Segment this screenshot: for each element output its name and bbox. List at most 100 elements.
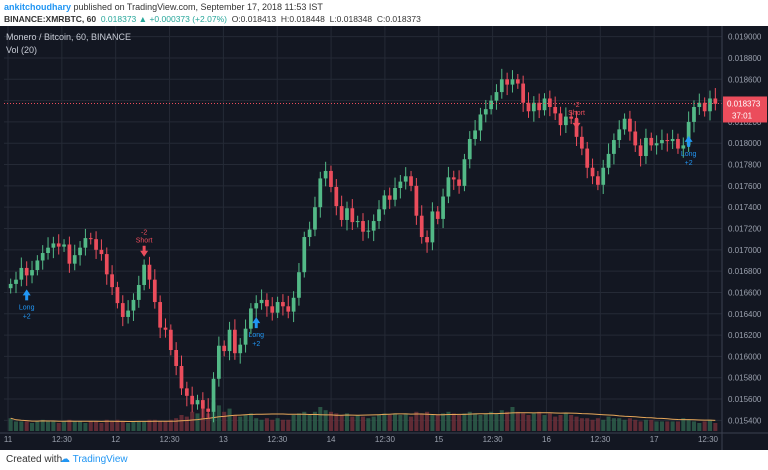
candle-body [131,299,136,311]
price-axis[interactable]: 0.0190000.0188000.0186000.0184000.018200… [721,26,768,450]
candle-body [120,303,125,317]
chart-panel[interactable]: Long +2 -2 Short Long +2 -2 Short Long +2 0.01900… [0,26,768,450]
candle-body [67,244,72,264]
long-arrow-icon [684,135,693,147]
volume-bar [393,413,398,431]
candle-body [638,145,643,157]
volume-bar [110,421,115,431]
candle-body [377,209,381,222]
author-link[interactable]: ankitchoudhary [4,2,72,12]
time-tick-label: 15 [434,435,443,444]
candle-body [708,98,712,112]
volume-bar [521,413,526,431]
candle-body [644,137,648,157]
grid-lines [4,26,722,431]
volume-bar [40,419,45,431]
volume-bar [425,411,430,431]
price-tick-label: 0.015600 [728,395,762,404]
signal-qty: -2 [573,102,579,109]
candle-body [563,116,568,126]
volume-bar [366,418,371,431]
volume-bar [334,413,339,431]
candle-body [702,102,707,112]
candle-body [617,129,622,141]
volume-bar [168,419,173,431]
ohlc-low: L:0.018348 [329,14,373,24]
volume-bar [627,418,632,431]
candle-body [281,302,285,307]
volume-bar [601,419,606,431]
tradingview-logo[interactable]: ☁ TradingView [60,454,128,465]
volume-bar [280,419,285,431]
volume-bar [200,408,205,431]
volume-bar [659,421,664,431]
volume-bar [537,411,542,431]
volume-bar [494,413,499,431]
volume-bar [67,419,72,431]
chart-legend-title: Monero / Bitcoin, 60, BINANCE [6,32,131,42]
candle-body [168,329,173,350]
candle-body [483,109,488,115]
candle-body [318,178,323,208]
candle-body [56,243,61,247]
price-tick-label: 0.018600 [728,75,762,84]
price-tick-label: 0.017200 [728,225,762,234]
volume-bar [248,413,253,431]
candle-body [200,400,205,409]
volume-bar [414,411,419,431]
candle-body [72,255,77,264]
candle-body [692,107,696,122]
created-with-label: Created with [6,454,63,465]
candle-body [633,131,638,146]
candle-body [329,170,333,187]
volume-bar [617,418,622,431]
price-tick-label: 0.016800 [728,267,762,276]
candle-body [361,221,365,232]
signal-qty: -2 [141,230,147,237]
volume-bar [457,415,462,431]
volume-bar [441,413,446,431]
candle-body [590,167,595,177]
candle-body [414,185,419,216]
volume-bar [526,415,531,431]
volume-bar [232,415,237,431]
time-tick-label: 12 [111,435,120,444]
signal-qty: +2 [23,313,31,320]
candle-body [62,244,66,247]
candle-body [387,195,392,200]
price-tick-label: 0.019000 [728,33,762,42]
price-tick-label: 0.015400 [728,416,762,425]
candle-body [398,181,403,188]
candle-body [323,170,328,179]
candle-body [558,113,563,126]
time-tick-label: 12:30 [52,435,73,444]
candle-body [531,102,536,112]
candle-body [462,159,467,186]
volume-legend: Vol (20) [6,45,37,55]
short-arrow-icon [140,245,149,257]
volume-bar [99,423,104,431]
candle-body [542,98,547,111]
volume-bar [542,415,547,431]
candle-body [147,264,152,280]
volume-bar [579,418,584,431]
candle-body [184,388,189,396]
price-tick-label: 0.015800 [728,374,762,383]
volume-bar [435,415,440,431]
volume-bar [515,411,520,431]
volume-bar [136,421,141,431]
volume-bar [339,415,344,431]
volume-bar [553,416,558,431]
volume-bar [462,413,467,431]
ohlc-open: O:0.018413 [231,14,277,24]
candle-body [46,247,50,254]
time-axis[interactable]: 11 12:30 12 12:30 13 12:30 14 12:30 15 12:30 16 12:… [0,432,768,444]
volume-bar [206,413,211,431]
candle-body [307,229,312,238]
volume-bar [574,416,579,431]
candle-body [553,107,558,114]
volume-bar [670,421,675,431]
candle-body [195,400,200,405]
candle-body [467,138,472,160]
